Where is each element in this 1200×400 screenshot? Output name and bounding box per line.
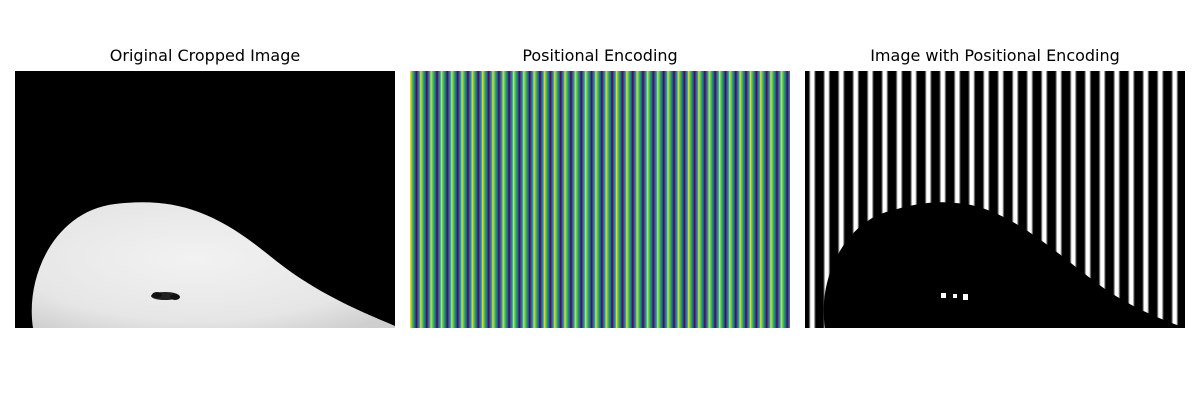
white-blob	[31, 202, 395, 328]
image-with-positional-encoding	[805, 71, 1185, 328]
dark-speck-part	[152, 292, 162, 298]
speck-dot	[953, 294, 957, 298]
speck-dot	[941, 293, 946, 298]
speck-dot	[963, 294, 968, 300]
positional-encoding-image	[410, 71, 790, 328]
stripe-pattern	[410, 71, 790, 328]
panel-title-image-with-encoding: Image with Positional Encoding	[870, 46, 1120, 65]
original-cropped-image	[15, 71, 395, 328]
dark-speck-part	[170, 294, 180, 300]
panel-title-positional-encoding: Positional Encoding	[522, 46, 678, 65]
masked-blob	[823, 202, 1185, 328]
panel-title-original: Original Cropped Image	[109, 46, 301, 65]
